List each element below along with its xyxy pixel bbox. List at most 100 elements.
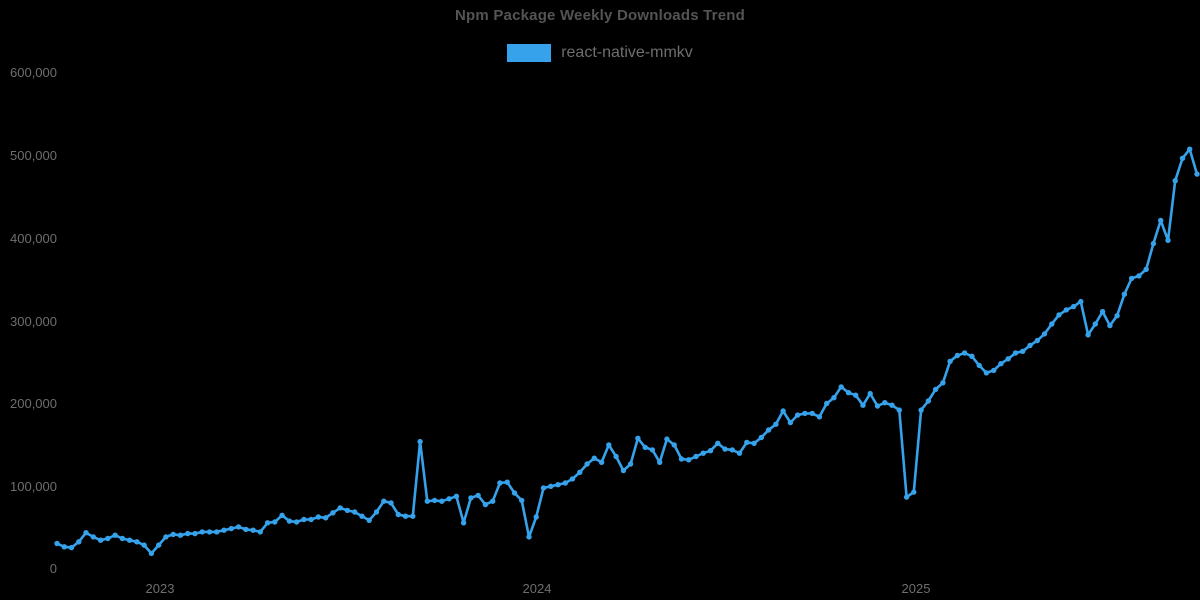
- data-point-marker: [831, 395, 837, 401]
- data-point-marker: [119, 535, 126, 542]
- data-point-marker: [773, 421, 779, 427]
- data-point-marker: [635, 435, 641, 441]
- data-point-marker: [395, 511, 401, 518]
- data-point-marker: [192, 530, 198, 537]
- x-tick-2025: 2025: [901, 581, 931, 596]
- data-point-marker: [736, 450, 743, 456]
- data-point-marker: [83, 530, 89, 536]
- data-point-marker: [344, 507, 351, 514]
- data-point-marker: [983, 370, 990, 376]
- data-point-marker: [1194, 171, 1200, 177]
- data-point-marker: [228, 525, 234, 532]
- data-point-marker: [1056, 312, 1062, 318]
- data-point-marker: [511, 490, 518, 496]
- data-point-marker: [134, 539, 140, 545]
- data-point-marker: [475, 492, 481, 499]
- data-point-marker: [664, 436, 670, 442]
- data-point-marker: [1187, 146, 1193, 152]
- data-point-marker: [627, 461, 634, 467]
- data-point-marker: [954, 352, 961, 359]
- data-point-marker: [315, 514, 322, 520]
- data-point-marker: [214, 529, 220, 535]
- data-point-marker: [468, 495, 474, 501]
- data-point-marker: [1179, 155, 1186, 161]
- data-point-marker: [330, 510, 336, 516]
- y-tick-600000: 600,000: [10, 65, 57, 80]
- data-point-marker: [1070, 303, 1077, 310]
- data-point-marker: [715, 440, 721, 446]
- data-point-marker: [642, 444, 648, 451]
- data-point-marker: [1172, 178, 1178, 184]
- data-point-marker: [279, 512, 285, 518]
- data-point-marker: [925, 398, 931, 404]
- data-point-marker: [765, 427, 772, 433]
- data-point-marker: [519, 497, 525, 504]
- data-point-marker: [729, 447, 735, 453]
- data-point-marker: [439, 498, 445, 504]
- data-point-marker: [504, 479, 510, 485]
- data-point-marker: [548, 483, 554, 489]
- data-point-marker: [1107, 322, 1113, 329]
- data-point-marker: [446, 496, 452, 502]
- data-point-marker: [1143, 266, 1149, 272]
- data-point-marker: [700, 450, 706, 456]
- data-point-marker: [882, 400, 888, 406]
- data-point-marker: [272, 519, 278, 525]
- data-point-marker: [961, 350, 968, 356]
- data-point-marker: [185, 530, 191, 537]
- data-point-marker: [1092, 321, 1099, 327]
- data-point-marker: [460, 520, 467, 526]
- data-point-marker: [707, 448, 714, 454]
- data-point-marker: [824, 400, 830, 407]
- data-point-marker: [431, 497, 438, 504]
- data-point-marker: [54, 540, 60, 547]
- data-point-marker: [1027, 342, 1033, 349]
- data-point-marker: [693, 453, 699, 460]
- data-point-marker: [606, 442, 612, 448]
- data-point-marker: [671, 442, 677, 448]
- data-point-marker: [940, 380, 946, 386]
- data-point-marker: [1085, 332, 1091, 338]
- data-point-marker: [1158, 217, 1164, 224]
- data-point-marker: [1020, 348, 1026, 354]
- data-point-marker: [1041, 331, 1048, 337]
- data-point-marker: [1005, 356, 1011, 362]
- data-point-marker: [1128, 275, 1135, 282]
- data-point-marker: [366, 517, 372, 523]
- data-point-marker: [1049, 321, 1055, 327]
- data-point-marker: [105, 535, 111, 542]
- y-tick-500000: 500,000: [10, 148, 57, 163]
- data-point-marker: [308, 516, 314, 523]
- data-point-marker: [816, 414, 823, 420]
- data-point-marker: [381, 498, 387, 504]
- data-point-marker: [787, 419, 794, 426]
- data-point-marker: [976, 362, 982, 369]
- data-point-marker: [221, 527, 227, 533]
- data-point-marker: [323, 515, 329, 521]
- data-point-marker: [250, 527, 256, 533]
- data-point-marker: [453, 493, 460, 499]
- data-point-marker: [649, 447, 656, 453]
- data-point-marker: [177, 532, 184, 538]
- data-point-marker: [1063, 307, 1070, 313]
- data-point-marker: [751, 440, 757, 446]
- data-point-marker: [991, 367, 997, 374]
- data-point-marker: [569, 476, 576, 482]
- data-point-marker: [678, 456, 685, 462]
- data-point-marker: [853, 392, 859, 398]
- data-point-marker: [867, 390, 873, 397]
- data-point-marker: [657, 459, 663, 465]
- chart-title: Npm Package Weekly Downloads Trend: [455, 7, 745, 24]
- data-point-marker: [206, 529, 213, 535]
- data-point-marker: [1099, 308, 1106, 315]
- data-point-marker: [758, 434, 764, 441]
- data-point-marker: [156, 542, 162, 548]
- data-point-marker: [373, 509, 380, 515]
- data-point-marker: [417, 438, 423, 445]
- data-point-marker: [1136, 273, 1142, 279]
- data-point-marker: [112, 532, 118, 538]
- data-point-marker: [141, 542, 147, 548]
- data-point-marker: [969, 353, 975, 359]
- legend-item-react-native-mmkv[interactable]: react-native-mmkv: [0, 44, 1200, 62]
